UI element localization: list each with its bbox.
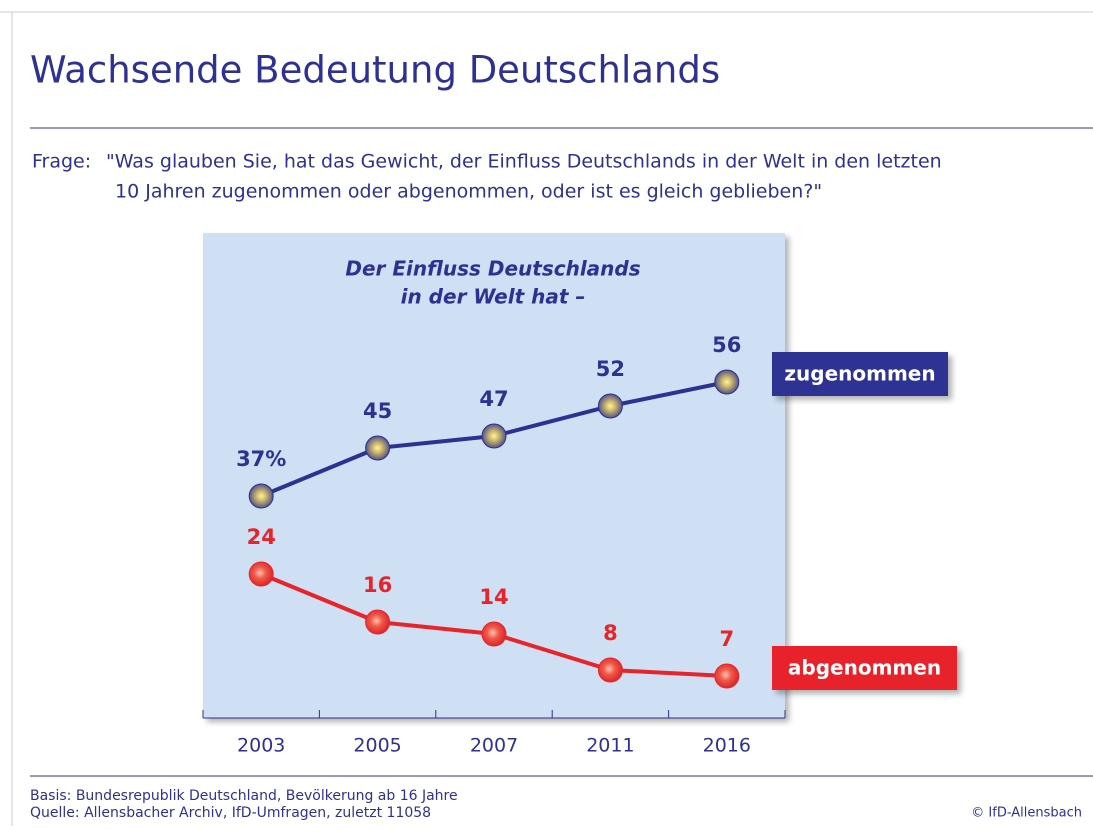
point bbox=[481, 423, 507, 449]
data-label: 47 bbox=[479, 387, 508, 411]
data-label: 24 bbox=[247, 525, 276, 549]
note: Quelle: Allensbacher Archiv, IfD-Umfrage… bbox=[30, 805, 431, 821]
point bbox=[248, 483, 274, 509]
subtitle: in der Welt hat – bbox=[401, 285, 586, 309]
point bbox=[714, 369, 740, 395]
point bbox=[365, 609, 391, 635]
x-tick-label: 2005 bbox=[353, 735, 401, 757]
legend-label: abgenommen bbox=[788, 656, 941, 680]
title: Wachsende Bedeutung Deutschlands bbox=[30, 49, 720, 92]
point bbox=[248, 561, 274, 587]
point bbox=[481, 621, 507, 647]
x-tick-label: 2011 bbox=[586, 735, 634, 757]
data-label: 7 bbox=[719, 627, 734, 651]
note: Basis: Bundesrepublik Deutschland, Bevöl… bbox=[30, 788, 458, 804]
legend-box bbox=[772, 352, 948, 396]
subtitle: Der Einfluss Deutschlands bbox=[345, 257, 640, 281]
question: "Was glauben Sie, hat das Gewicht, der E… bbox=[106, 151, 942, 173]
data-label: 52 bbox=[596, 357, 625, 381]
x-tick-label: 2016 bbox=[703, 735, 751, 757]
legend-label: zugenommen bbox=[784, 362, 935, 386]
x-tick-label: 2007 bbox=[470, 735, 518, 757]
question-label: Frage: bbox=[32, 151, 91, 173]
data-label: 14 bbox=[479, 585, 508, 609]
x-tick-label: 2003 bbox=[237, 735, 285, 757]
legend-box bbox=[772, 646, 957, 690]
copyright: © IfD-Allensbach bbox=[971, 806, 1082, 821]
data-label: 56 bbox=[712, 333, 741, 357]
data-label: 16 bbox=[363, 573, 392, 597]
data-label: 8 bbox=[603, 621, 618, 645]
data-label: 37% bbox=[236, 447, 286, 471]
point bbox=[365, 435, 391, 461]
question: 10 Jahren zugenommen oder abgenommen, od… bbox=[115, 181, 822, 203]
point bbox=[597, 657, 623, 683]
point bbox=[714, 663, 740, 689]
data-label: 45 bbox=[363, 399, 392, 423]
point bbox=[597, 393, 623, 419]
